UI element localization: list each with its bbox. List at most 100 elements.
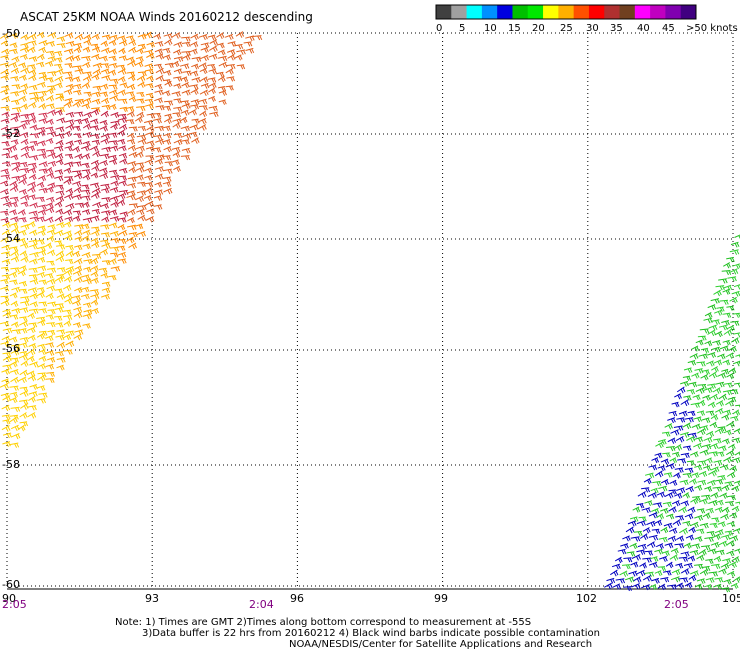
wind-barb (119, 189, 129, 196)
wind-barb (126, 139, 136, 145)
wind-barb (727, 276, 737, 282)
wind-barb (81, 56, 91, 62)
wind-barb (648, 561, 658, 568)
wind-barb (173, 138, 183, 146)
wind-barb (164, 100, 174, 106)
wind-barb (65, 259, 74, 265)
wind-barb (723, 578, 732, 585)
wind-barb (154, 41, 164, 47)
colorbar-frame (435, 4, 697, 20)
wind-barb (28, 274, 38, 280)
wind-barb (682, 472, 693, 479)
wind-barb (20, 242, 29, 249)
wind-barb (11, 165, 20, 173)
wind-barb (118, 152, 128, 159)
wind-barb (72, 54, 81, 62)
wind-barb (252, 35, 263, 41)
wind-barb (189, 84, 199, 90)
wind-barb (234, 54, 243, 61)
wind-barb (655, 441, 664, 449)
wind-barb (11, 99, 20, 106)
wind-barb (55, 126, 65, 133)
wind-barb (65, 111, 75, 118)
wind-barb (657, 583, 667, 591)
wind-barb (72, 180, 82, 187)
wind-barb (82, 131, 92, 138)
wind-barb (705, 577, 715, 583)
wind-barb (38, 40, 48, 47)
wind-barb (27, 194, 37, 201)
wind-barb (698, 470, 708, 477)
wind-barb (173, 41, 183, 48)
wind-barb (173, 83, 182, 89)
wind-barb (137, 126, 147, 132)
wind-barb (1, 404, 11, 412)
wind-barb (714, 529, 724, 536)
wind-barb (54, 82, 63, 89)
wind-barb (606, 577, 616, 584)
wind-barb (173, 49, 182, 56)
wind-barb (64, 97, 74, 104)
wind-barb (693, 436, 704, 443)
wind-barb (722, 506, 730, 514)
wind-barb (0, 106, 10, 112)
wind-barb (641, 487, 651, 493)
wind-barb (44, 273, 54, 279)
wind-barb (101, 293, 110, 300)
wind-barb (688, 526, 696, 534)
wind-barb (245, 35, 255, 42)
wind-barb (173, 165, 181, 173)
wind-barb (19, 132, 29, 139)
wind-barb (20, 300, 30, 307)
wind-barb (146, 140, 155, 147)
wind-barb (145, 216, 155, 223)
wind-barb (37, 265, 47, 272)
wind-barb (697, 399, 706, 407)
wind-barb (641, 584, 651, 591)
wind-barb (63, 320, 72, 327)
wind-barb (707, 401, 716, 409)
wind-barb (99, 91, 109, 98)
wind-barb (108, 209, 118, 216)
wind-barb (19, 316, 28, 322)
wind-barb (20, 360, 29, 367)
wind-barb (155, 105, 165, 111)
wind-barb (731, 556, 740, 563)
wind-barb (701, 494, 711, 500)
wind-barb (38, 46, 47, 54)
wind-barb (119, 167, 128, 174)
wind-barb (728, 367, 737, 374)
wind-barb (652, 480, 662, 487)
wind-barb (690, 497, 698, 505)
wind-barb (9, 144, 18, 151)
wind-barb (109, 62, 118, 69)
wind-barb (10, 76, 19, 82)
wind-barb (216, 42, 225, 49)
wind-barb (179, 63, 190, 70)
wind-barb (198, 105, 208, 111)
wind-barb (127, 60, 137, 68)
wind-barb (633, 576, 642, 583)
wind-barb (173, 56, 184, 62)
wind-barb (108, 154, 118, 161)
wind-barb (712, 387, 722, 394)
wind-barb (99, 267, 108, 274)
wind-barb (65, 187, 74, 195)
wind-barb (73, 118, 83, 125)
wind-barb (673, 472, 681, 479)
wind-barb (651, 508, 660, 515)
wind-barb (1, 414, 11, 420)
wind-barb (117, 68, 127, 75)
wind-barb (117, 89, 127, 96)
wind-barb (118, 180, 127, 187)
note-line-1: Note: 1) Times are GMT 2)Times along bot… (115, 617, 531, 628)
wind-barb (218, 99, 227, 105)
wind-barb (715, 400, 724, 407)
wind-barb (91, 230, 100, 237)
wind-barb (101, 75, 111, 81)
wind-barb (217, 49, 226, 56)
wind-barb (108, 55, 117, 62)
wind-barb (696, 508, 706, 514)
wind-barb (90, 299, 99, 306)
wind-barb (697, 460, 707, 466)
